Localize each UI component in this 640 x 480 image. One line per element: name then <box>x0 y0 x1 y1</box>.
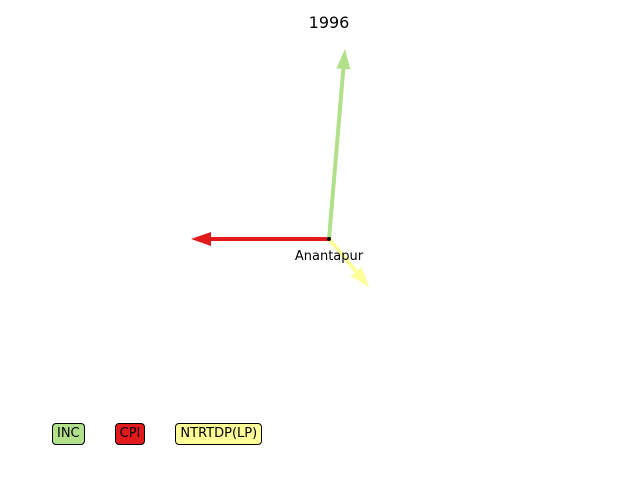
arrow-head-ntrtdp-lp- <box>350 267 369 287</box>
arrow-shaft-inc <box>327 68 346 240</box>
location-point <box>327 237 331 241</box>
chart-title: 1996 <box>308 13 350 32</box>
arrow-shaft-ntrtdp-lp- <box>327 237 358 273</box>
legend-item-inc: INC <box>52 423 85 445</box>
location-label: Anantapur <box>295 249 364 264</box>
arrow-head-inc <box>336 49 351 70</box>
legend-item-cpi: CPI <box>114 423 146 445</box>
arrow-head-cpi <box>191 232 211 246</box>
legend-item-ntrtdp-lp-: NTRTDP(LP) <box>175 423 263 445</box>
legend: INC CPI NTRTDP(LP) <box>52 423 292 445</box>
